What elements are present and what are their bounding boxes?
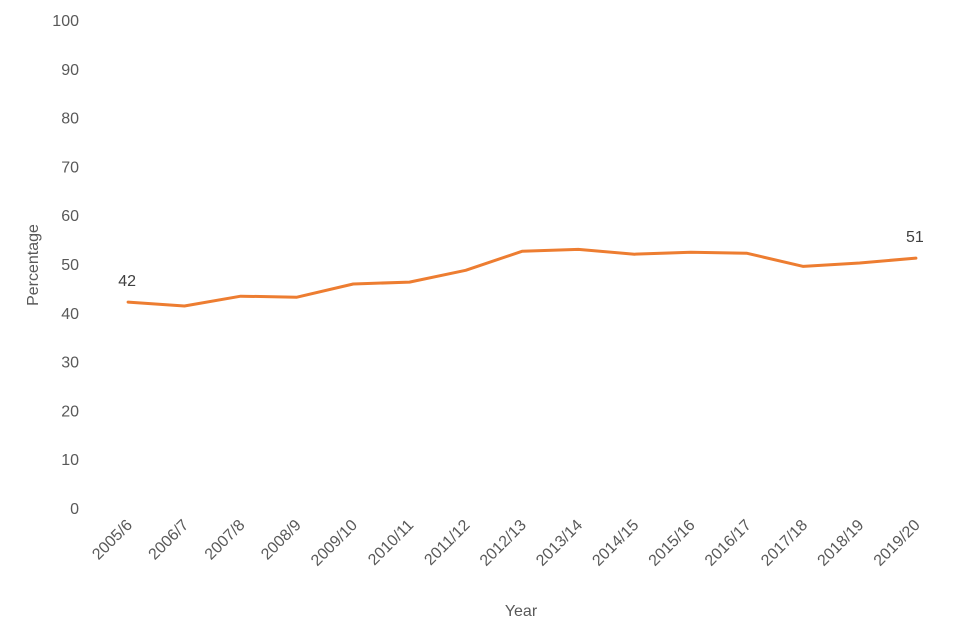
y-axis-title: Percentage — [25, 224, 42, 306]
x-tick-label: 2007/8 — [202, 517, 249, 564]
y-tick-label: 90 — [61, 62, 79, 79]
x-tick-label: 2009/10 — [308, 517, 361, 570]
y-tick-label: 40 — [61, 306, 79, 323]
y-tick-label: 100 — [52, 13, 79, 30]
series-lines — [126, 247, 918, 308]
y-tick-label: 10 — [61, 452, 79, 469]
x-tick-label: 2006/7 — [146, 517, 193, 564]
x-tick-label: 2005/6 — [89, 517, 136, 564]
x-tick-label: 2017/18 — [758, 517, 811, 570]
x-tick-label: 2011/12 — [421, 517, 473, 569]
x-tick-label: 2008/9 — [258, 517, 305, 564]
y-tick-label: 80 — [61, 111, 79, 128]
x-tick-label: 2016/17 — [702, 517, 755, 570]
x-tick-label: 2018/19 — [815, 517, 868, 570]
x-tick-label: 2019/20 — [871, 517, 924, 570]
data-label: 51 — [906, 229, 924, 246]
x-axis-title: Year — [505, 603, 538, 620]
y-tick-label: 60 — [61, 208, 79, 225]
x-tick-label: 2012/13 — [477, 517, 530, 570]
y-tick-label: 30 — [61, 355, 79, 372]
y-tick-label: 50 — [61, 257, 79, 274]
y-axis-ticks: 0 10 20 30 40 50 60 70 80 90 100 — [52, 13, 79, 518]
series-line — [126, 247, 918, 308]
y-tick-label: 20 — [61, 403, 79, 420]
x-tick-label: 2013/14 — [533, 517, 586, 570]
x-tick-label: 2014/15 — [589, 517, 642, 570]
x-tick-label: 2010/11 — [365, 517, 417, 569]
y-tick-label: 70 — [61, 159, 79, 176]
x-axis-ticks: 2005/6 2006/7 2007/8 2008/9 2009/10 2010/11 20… — [89, 517, 923, 570]
x-tick-label: 2015/16 — [646, 517, 699, 570]
data-label: 42 — [118, 273, 136, 290]
y-tick-label: 0 — [70, 501, 79, 518]
data-labels: 42 51 — [118, 229, 924, 290]
